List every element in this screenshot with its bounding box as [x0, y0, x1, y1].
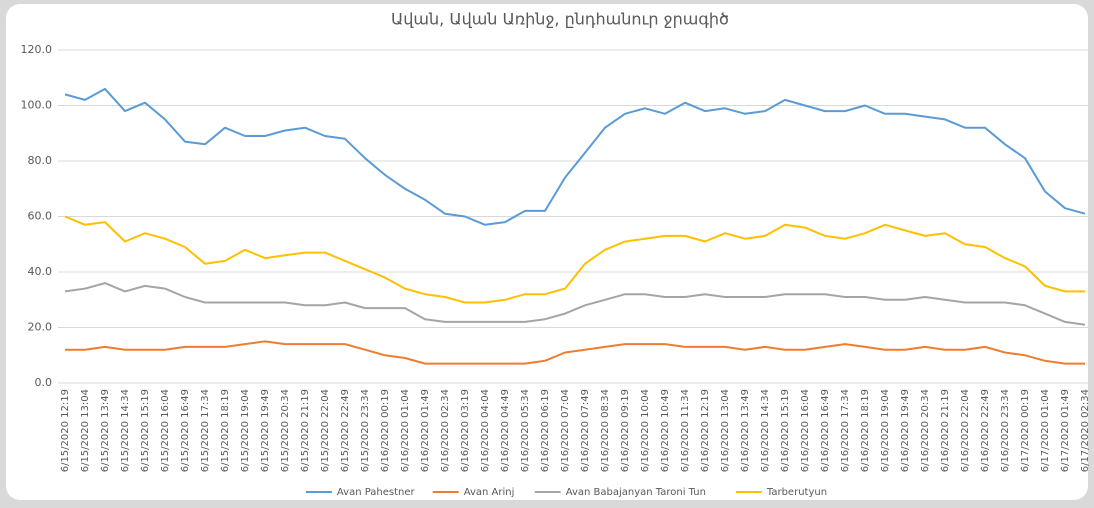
legend-label: Avan Babajanyan Taroni Tun	[566, 487, 706, 498]
x-tick-label: 6/16/2020 11:34	[680, 389, 691, 472]
series-line	[64, 282, 1086, 326]
y-tick-label: 60.0	[28, 210, 53, 223]
x-tick-label: 6/15/2020 19:49	[260, 389, 271, 472]
legend-label: Avan Pahestner	[337, 487, 416, 498]
x-tick-label: 6/16/2020 09:19	[620, 389, 631, 472]
legend-label: Tarberutyun	[766, 487, 827, 498]
series-line	[65, 340, 1085, 365]
x-tick-label: 6/16/2020 01:49	[420, 389, 431, 472]
x-tick-label: 6/16/2020 08:34	[600, 389, 611, 472]
x-tick-label: 6/17/2020 00:19	[1020, 389, 1031, 472]
x-tick-label: 6/15/2020 19:04	[240, 389, 251, 472]
x-tick-label: 6/15/2020 13:49	[100, 389, 111, 472]
x-tick-label: 6/16/2020 04:04	[480, 389, 491, 472]
x-tick-label: 6/15/2020 22:04	[320, 389, 331, 472]
chart-title: Ավան, Ավան Առինջ, ընդհանուր ջրագիծ	[391, 10, 729, 29]
x-tick-label: 6/16/2020 16:04	[800, 389, 811, 472]
y-tick-label: 80.0	[28, 154, 53, 167]
x-tick-label: 6/15/2020 16:49	[180, 389, 191, 472]
x-tick-label: 6/15/2020 15:19	[140, 389, 151, 472]
x-tick-label: 6/16/2020 06:19	[540, 389, 551, 472]
y-tick-label: 0.0	[35, 376, 53, 389]
x-tick-label: 6/16/2020 07:49	[580, 389, 591, 472]
chart-card	[6, 4, 1088, 500]
x-tick-label: 6/16/2020 02:34	[440, 389, 451, 472]
x-tick-label: 6/15/2020 22:49	[340, 389, 351, 472]
x-tick-label: 6/16/2020 19:49	[900, 389, 911, 472]
x-tick-label: 6/16/2020 05:34	[520, 389, 531, 472]
y-tick-label: 40.0	[28, 265, 53, 278]
x-tick-label: 6/15/2020 13:04	[80, 389, 91, 472]
y-tick-label: 120.0	[21, 43, 53, 56]
x-tick-label: 6/15/2020 18:19	[220, 389, 231, 472]
x-tick-label: 6/15/2020 14:34	[120, 389, 131, 472]
x-tick-label: 6/16/2020 17:34	[840, 389, 851, 472]
x-tick-label: 6/16/2020 21:19	[940, 389, 951, 472]
x-tick-label: 6/15/2020 17:34	[200, 389, 211, 472]
x-tick-label: 6/16/2020 03:19	[460, 389, 471, 472]
series-line	[64, 215, 1085, 304]
x-tick-label: 6/15/2020 20:34	[280, 389, 291, 472]
x-tick-label: 6/16/2020 20:34	[920, 389, 931, 472]
x-tick-label: 6/16/2020 23:34	[1000, 389, 1011, 472]
x-tick-label: 6/15/2020 23:34	[360, 389, 371, 472]
x-tick-label: 6/16/2020 13:49	[740, 389, 751, 472]
x-tick-label: 6/17/2020 02:34	[1080, 389, 1091, 472]
y-tick-label: 100.0	[21, 99, 53, 112]
x-tick-label: 6/16/2020 15:19	[780, 389, 791, 472]
x-tick-label: 6/17/2020 01:49	[1060, 389, 1071, 472]
x-tick-label: 6/15/2020 12:19	[60, 389, 71, 472]
x-tick-label: 6/16/2020 13:04	[720, 389, 731, 472]
x-tick-label: 6/16/2020 00:19	[380, 389, 391, 472]
x-tick-label: 6/16/2020 01:04	[400, 389, 411, 472]
x-tick-label: 6/16/2020 14:34	[760, 389, 771, 472]
x-tick-label: 6/16/2020 07:04	[560, 389, 571, 472]
x-tick-label: 6/16/2020 12:19	[700, 389, 711, 472]
x-tick-label: 6/16/2020 22:04	[960, 389, 971, 472]
x-tick-label: 6/15/2020 16:04	[160, 389, 171, 472]
x-tick-label: 6/16/2020 04:49	[500, 389, 511, 472]
x-tick-label: 6/16/2020 19:04	[880, 389, 891, 472]
x-tick-label: 6/16/2020 18:19	[860, 389, 871, 472]
series-line	[64, 87, 1086, 226]
x-tick-label: 6/16/2020 10:04	[640, 389, 651, 472]
y-tick-label: 20.0	[28, 321, 53, 334]
legend-label: Avan Arinj	[464, 487, 515, 498]
x-tick-label: 6/16/2020 16:49	[820, 389, 831, 472]
x-tick-label: 6/17/2020 01:04	[1040, 389, 1051, 472]
x-tick-label: 6/16/2020 10:49	[660, 389, 671, 472]
x-tick-label: 6/15/2020 21:19	[300, 389, 311, 472]
x-tick-label: 6/16/2020 22:49	[980, 389, 991, 472]
